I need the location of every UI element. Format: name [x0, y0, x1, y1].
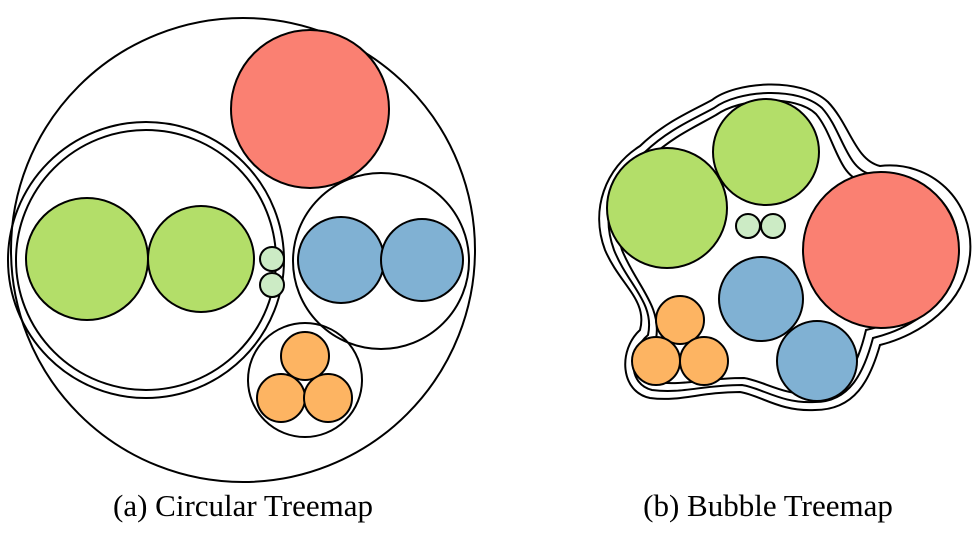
leaf-orange-2 [256, 373, 306, 423]
leaf-red [230, 29, 390, 189]
leaf-blue-1 [297, 216, 385, 304]
leaf-green-1 [25, 197, 149, 321]
bubble-contour-outer [598, 83, 972, 412]
leaf-blue-b [776, 320, 858, 402]
leaf-orange-b [631, 336, 681, 386]
leaf-lightgreen-1 [259, 246, 285, 272]
leaf-green-2 [147, 205, 255, 313]
bubble-treemap [598, 83, 972, 412]
leaf-blue-a [718, 256, 804, 342]
group-orange [247, 322, 363, 438]
root-circle [10, 17, 476, 483]
leaf-lightgreen-b [760, 213, 786, 239]
leaf-orange-1 [280, 331, 330, 381]
leaf-green-top [712, 98, 820, 206]
leaf-orange-3 [303, 373, 353, 423]
leaf-lightgreen-a [735, 213, 761, 239]
bubble-contour-2 [607, 92, 960, 404]
leaf-lightgreen-2 [259, 272, 285, 298]
leaf-orange-a [655, 295, 705, 345]
caption-bubble-treemap: (b) Bubble Treemap [643, 488, 893, 523]
leaf-green-large [606, 147, 728, 269]
circular-treemap [7, 17, 476, 483]
leaf-red-b [802, 171, 960, 329]
leaf-blue-2 [380, 218, 464, 302]
leaf-orange-c [679, 336, 729, 386]
group-blue [292, 172, 470, 350]
caption-circular-treemap: (a) Circular Treemap [113, 488, 373, 523]
